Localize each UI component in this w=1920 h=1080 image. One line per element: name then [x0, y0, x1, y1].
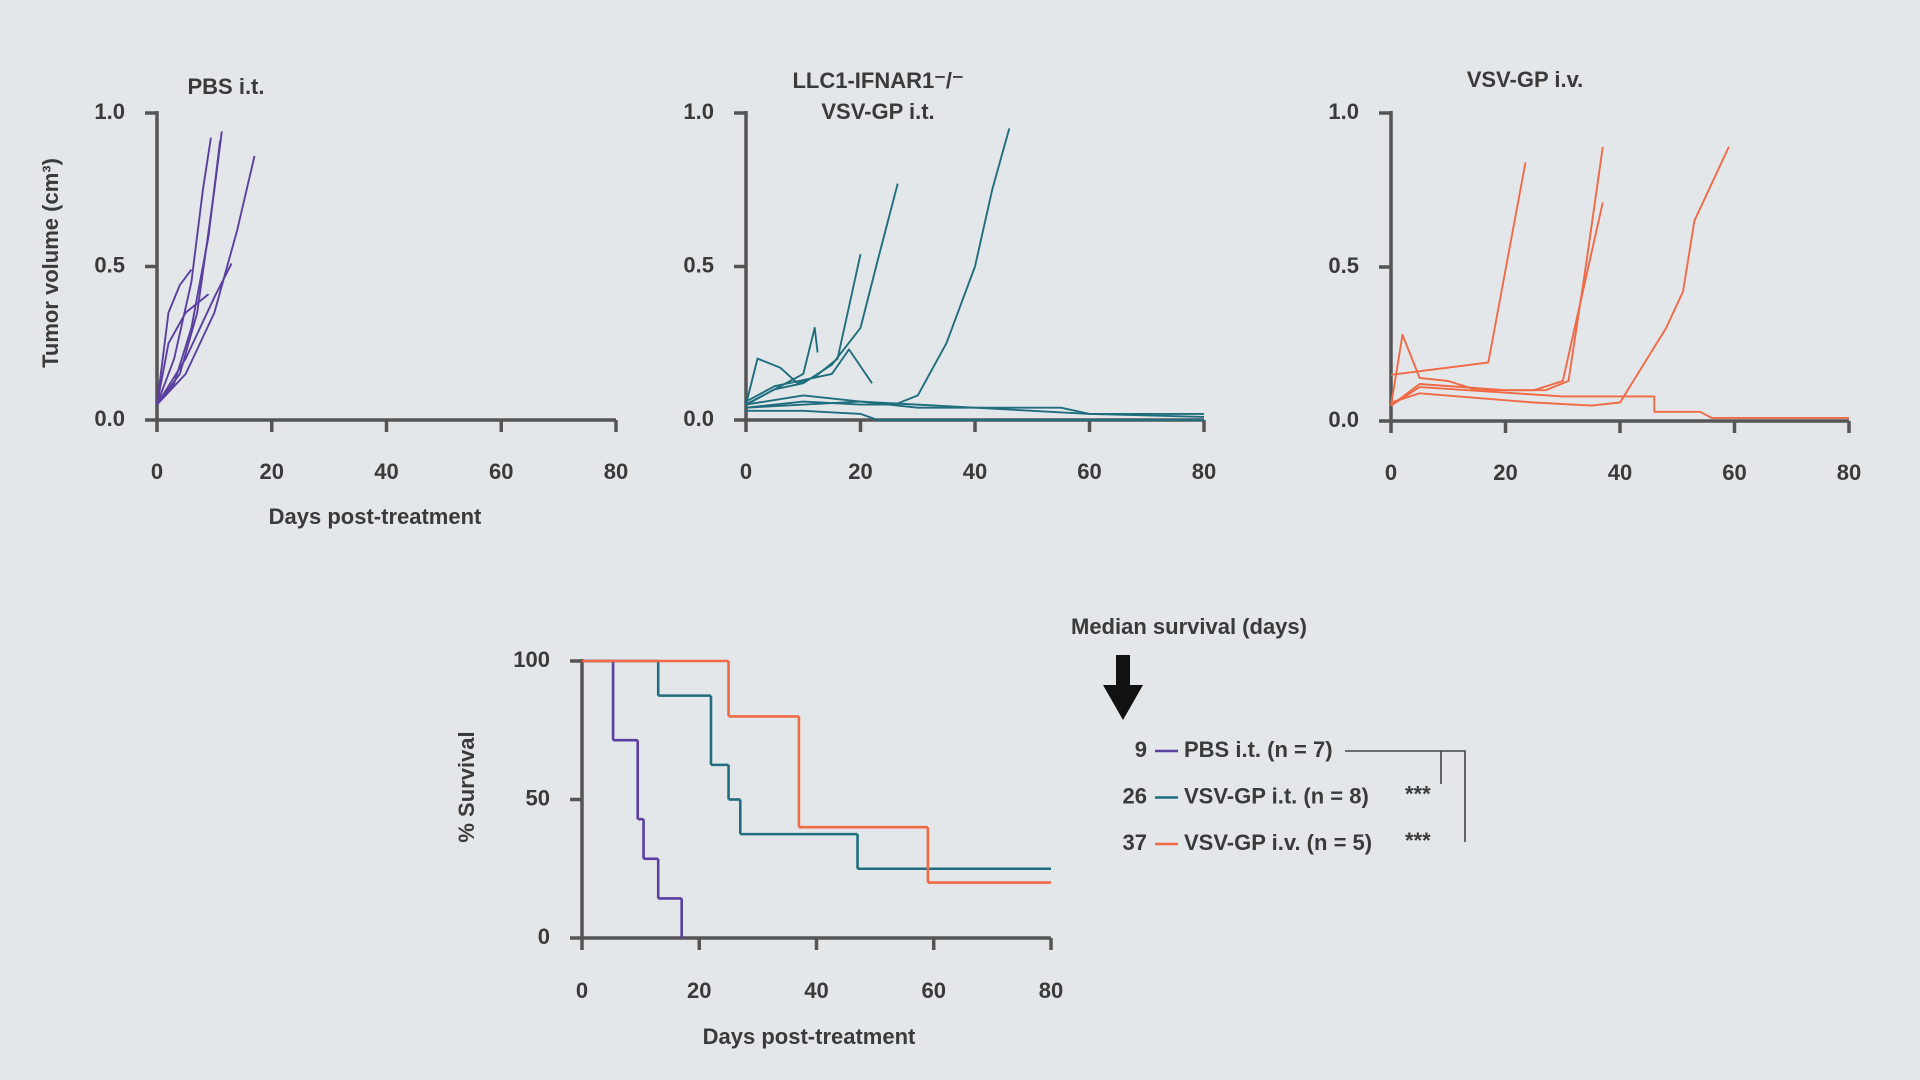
x-tick-label: 0	[1385, 460, 1397, 485]
tumor-curve	[745, 128, 1011, 409]
x-tick-label: 60	[1722, 460, 1746, 485]
y-tick-label: 0.5	[1328, 253, 1359, 278]
x-tick-label: 40	[1608, 460, 1632, 485]
chart-title: VSV-GP i.t.	[821, 99, 934, 124]
y-axis-label: Tumor volume (cm³)	[38, 158, 63, 368]
tumor-curve	[745, 348, 873, 403]
significance-label: ***	[1405, 828, 1431, 853]
legend-label: PBS i.t. (n = 7)	[1184, 737, 1333, 762]
y-axis-label: % Survival	[454, 731, 479, 842]
y-tick-label: 0.0	[683, 406, 714, 431]
x-tick-label: 0	[576, 978, 588, 1003]
x-tick-label: 20	[687, 978, 711, 1003]
chart-title: PBS i.t.	[187, 74, 264, 99]
tumor-curve	[745, 326, 819, 406]
tumor-curve	[745, 253, 862, 405]
y-tick-label: 0	[538, 924, 550, 949]
tumor-curve	[1390, 202, 1604, 406]
tumor-curve	[1390, 146, 1604, 407]
y-tick-label: 0.5	[94, 252, 125, 277]
tumor-curve	[1390, 162, 1527, 376]
chart-title: LLC1-IFNAR1⁻/⁻	[792, 68, 963, 93]
tumor-curve	[1390, 386, 1849, 419]
tumor-curve	[156, 140, 222, 406]
tumor-curve	[156, 155, 256, 406]
x-tick-label: 60	[489, 459, 513, 484]
x-tick-label: 60	[1077, 459, 1101, 484]
legend-median: 26	[1123, 783, 1147, 808]
tumor-curve	[156, 137, 212, 405]
legend-median: 37	[1123, 830, 1147, 855]
x-tick-label: 0	[740, 459, 752, 484]
y-tick-label: 1.0	[683, 99, 714, 124]
tumor-curve	[156, 262, 233, 406]
y-tick-label: 1.0	[94, 99, 125, 124]
y-tick-label: 0.0	[94, 406, 125, 431]
significance-bracket	[1345, 750, 1466, 842]
x-tick-label: 20	[260, 459, 284, 484]
tumor-curve	[746, 409, 1204, 421]
y-tick-label: 50	[526, 785, 550, 810]
legend-median: 9	[1135, 737, 1147, 762]
x-tick-label: 40	[374, 459, 398, 484]
x-tick-label: 80	[604, 459, 628, 484]
tumor-curve	[1390, 146, 1730, 407]
tumor-curve	[745, 400, 1205, 418]
x-axis-label: Days post-treatment	[269, 504, 482, 529]
tumor-curve	[156, 269, 193, 405]
y-tick-label: 0.5	[683, 252, 714, 277]
tumor-curve	[156, 293, 210, 405]
x-tick-label: 40	[804, 978, 828, 1003]
x-axis-label: Days post-treatment	[703, 1024, 916, 1049]
x-tick-label: 0	[151, 459, 163, 484]
x-tick-label: 80	[1039, 978, 1063, 1003]
bracket-outer	[1345, 750, 1466, 842]
chart-title: VSV-GP i.v.	[1467, 67, 1584, 92]
y-tick-label: 0.0	[1328, 407, 1359, 432]
legend-label: VSV-GP i.t. (n = 8)	[1184, 783, 1369, 808]
y-tick-label: 100	[513, 647, 550, 672]
x-tick-label: 80	[1837, 460, 1861, 485]
x-tick-label: 60	[922, 978, 946, 1003]
legend-title: Median survival (days)	[1071, 614, 1307, 639]
legend-arrow	[1103, 655, 1143, 720]
x-tick-label: 20	[1493, 460, 1517, 485]
y-tick-label: 1.0	[1328, 99, 1359, 124]
x-tick-label: 20	[848, 459, 872, 484]
significance-label: ***	[1405, 781, 1431, 806]
x-tick-label: 40	[963, 459, 987, 484]
x-tick-label: 80	[1192, 459, 1216, 484]
legend-label: VSV-GP i.v. (n = 5)	[1184, 830, 1372, 855]
tumor-curve	[156, 131, 223, 406]
